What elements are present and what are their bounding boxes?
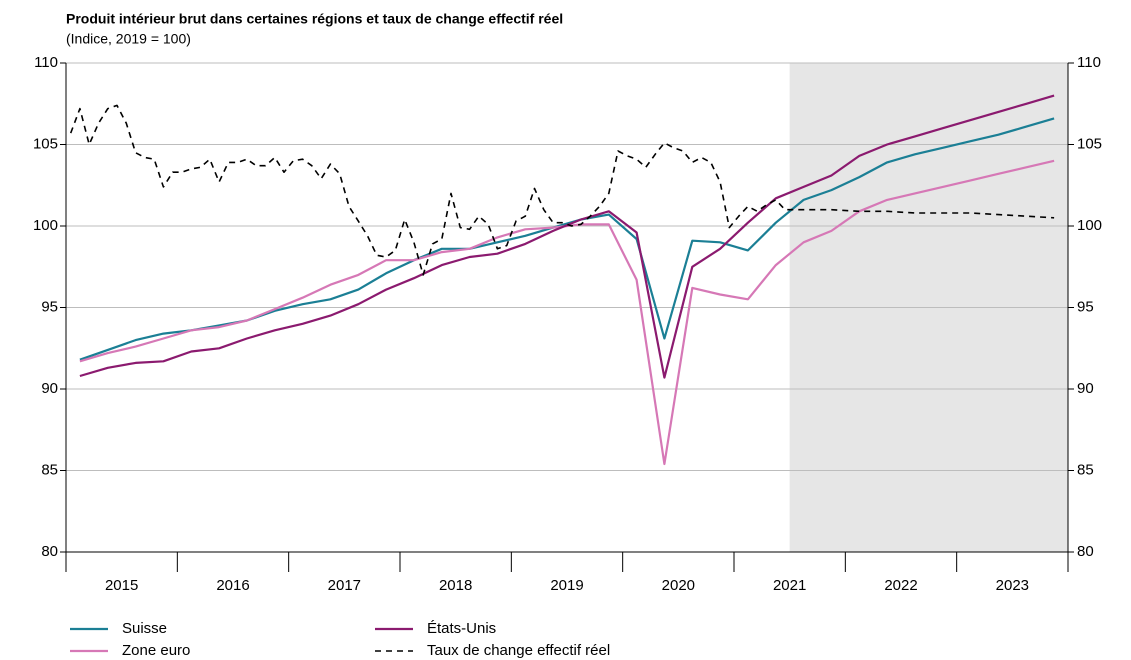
legend-label: Suisse <box>122 620 167 637</box>
legend-label: États-Unis <box>427 620 496 637</box>
chart-title: Produit intérieur brut dans certaines ré… <box>66 11 563 27</box>
y2-tick-label: 100 <box>1077 217 1102 234</box>
y-tick-label: 90 <box>41 380 58 397</box>
legend-label: Zone euro <box>122 642 190 659</box>
y-tick-label: 100 <box>33 217 58 234</box>
x-tick-label: 2020 <box>662 577 695 594</box>
x-tick-label: 2022 <box>884 577 917 594</box>
legend-label: Taux de change effectif réel <box>427 642 610 659</box>
x-tick-label: 2019 <box>550 577 583 594</box>
y2-tick-label: 95 <box>1077 298 1094 315</box>
x-tick-label: 2023 <box>996 577 1029 594</box>
y2-tick-label: 85 <box>1077 461 1094 478</box>
chart-subtitle: (Indice, 2019 = 100) <box>66 31 191 47</box>
x-tick-label: 2016 <box>216 577 249 594</box>
y2-tick-label: 110 <box>1077 54 1101 71</box>
y-tick-label: 110 <box>34 54 58 71</box>
y-tick-label: 95 <box>41 298 58 315</box>
x-tick-label: 2015 <box>105 577 138 594</box>
x-tick-label: 2017 <box>328 577 361 594</box>
series-line <box>79 94 1055 379</box>
y-tick-label: 105 <box>33 135 58 152</box>
x-tick-label: 2021 <box>773 577 806 594</box>
y2-tick-label: 80 <box>1077 543 1094 560</box>
y-tick-label: 85 <box>41 461 58 478</box>
y-tick-label: 80 <box>41 543 58 560</box>
y2-tick-label: 105 <box>1077 135 1102 152</box>
y2-tick-label: 90 <box>1077 380 1094 397</box>
series-line <box>69 104 1055 276</box>
x-tick-label: 2018 <box>439 577 472 594</box>
